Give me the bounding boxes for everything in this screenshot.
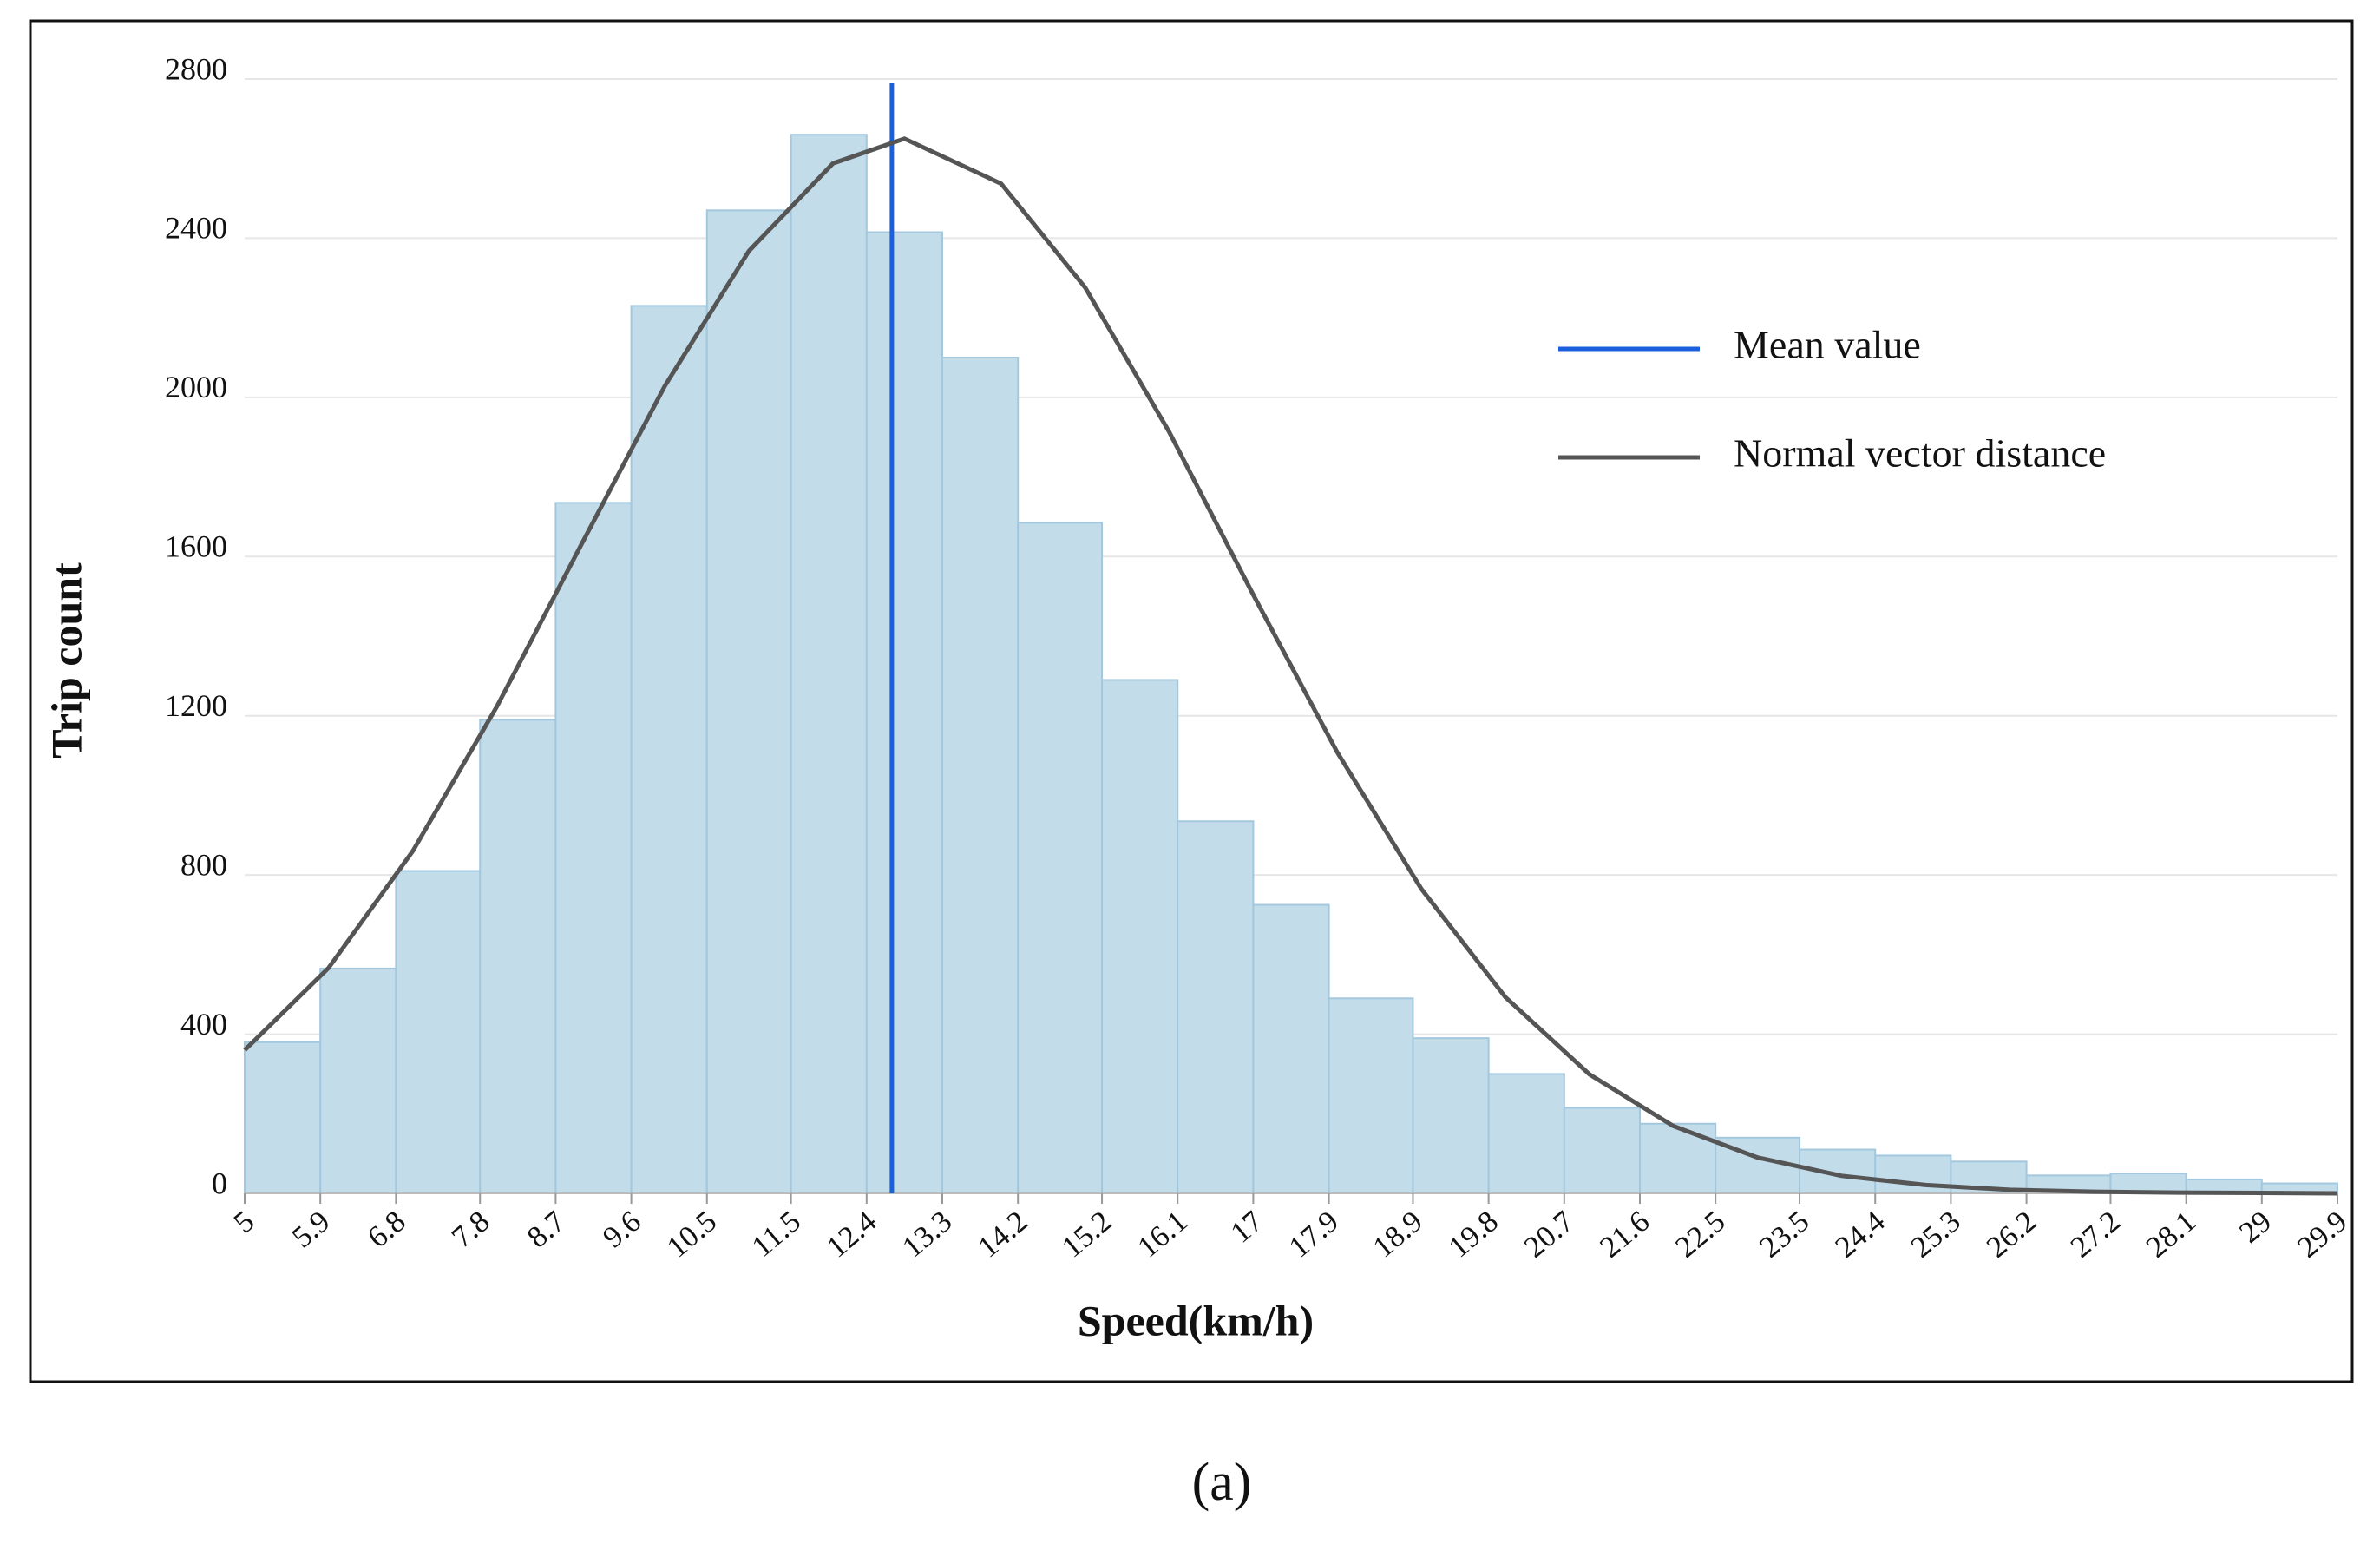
bar: [790, 134, 868, 1195]
x-tick-label: 24.4: [1829, 1204, 1892, 1264]
bar: [395, 870, 482, 1194]
x-axis-label: Speed(km/h): [1078, 1296, 1314, 1344]
y-tick-label: 2800: [165, 51, 227, 86]
bar: [554, 502, 633, 1194]
x-tick-label: 5.9: [285, 1204, 337, 1254]
bar: [1101, 679, 1179, 1194]
y-tick-label: 800: [180, 847, 227, 882]
bar: [630, 305, 708, 1194]
bar: [1799, 1148, 1877, 1194]
bar: [479, 719, 557, 1194]
bar: [1017, 522, 1104, 1194]
bar: [865, 231, 943, 1194]
x-tick-label: 14.2: [971, 1204, 1033, 1264]
y-tick-label: 400: [180, 1007, 227, 1041]
y-axis-label: Trip count: [42, 562, 90, 759]
x-tick-label: 20.7: [1518, 1204, 1580, 1264]
x-tick-label: 16.1: [1131, 1204, 1194, 1264]
y-tick-label: 1600: [165, 529, 227, 564]
y-tick-label: 0: [212, 1166, 227, 1200]
caption: (a): [1192, 1453, 1252, 1512]
bar: [1412, 1037, 1490, 1194]
x-tick-label: 29: [2232, 1204, 2278, 1249]
x-tick-label: 12.4: [820, 1204, 882, 1264]
x-tick-label: 15.2: [1055, 1204, 1118, 1264]
bar: [941, 357, 1020, 1194]
x-tick-label: 5: [227, 1204, 260, 1239]
normal-curve: [243, 136, 2338, 1196]
bar: [1563, 1107, 1642, 1194]
x-tick-label: 18.9: [1367, 1204, 1429, 1264]
y-tick-label: 2000: [165, 370, 227, 404]
x-tick-label: 17: [1224, 1204, 1269, 1249]
x-tick-label: 25.3: [1905, 1204, 1967, 1264]
x-tick-label: 10.5: [660, 1204, 723, 1264]
x-tick-label: 28.1: [2140, 1204, 2202, 1264]
legend-label: Mean value: [1734, 323, 1921, 367]
x-tick-label: 29.9: [2291, 1204, 2353, 1264]
bar: [1177, 820, 1255, 1194]
x-tick-label: 22.5: [1669, 1204, 1731, 1264]
frame: [29, 19, 2354, 1383]
bar: [1252, 903, 1330, 1195]
x-tick-label: 17.9: [1282, 1204, 1345, 1264]
bar: [1639, 1122, 1717, 1194]
legend-label: Normal vector distance: [1734, 431, 2106, 476]
x-tick-label: 7.8: [445, 1204, 496, 1254]
x-tick-label: 13.3: [895, 1204, 958, 1264]
bar: [244, 1041, 322, 1194]
x-tick-label: 19.8: [1442, 1204, 1505, 1264]
y-tick-label: 2400: [165, 211, 227, 246]
bar: [1328, 997, 1414, 1195]
x-tick-label: 9.6: [596, 1204, 647, 1254]
x-tick-label: 27.2: [2064, 1204, 2127, 1264]
x-tick-label: 8.7: [521, 1204, 572, 1254]
bar: [319, 967, 397, 1194]
x-tick-label: 26.2: [1980, 1204, 2042, 1264]
x-tick-label: 11.5: [745, 1204, 807, 1263]
y-tick-label: 1200: [165, 688, 227, 723]
x-tick-label: 23.5: [1753, 1204, 1815, 1264]
x-tick-label: 6.8: [361, 1204, 412, 1254]
x-tick-label: 21.6: [1593, 1204, 1656, 1264]
bar: [705, 209, 792, 1194]
bar: [1487, 1073, 1565, 1195]
